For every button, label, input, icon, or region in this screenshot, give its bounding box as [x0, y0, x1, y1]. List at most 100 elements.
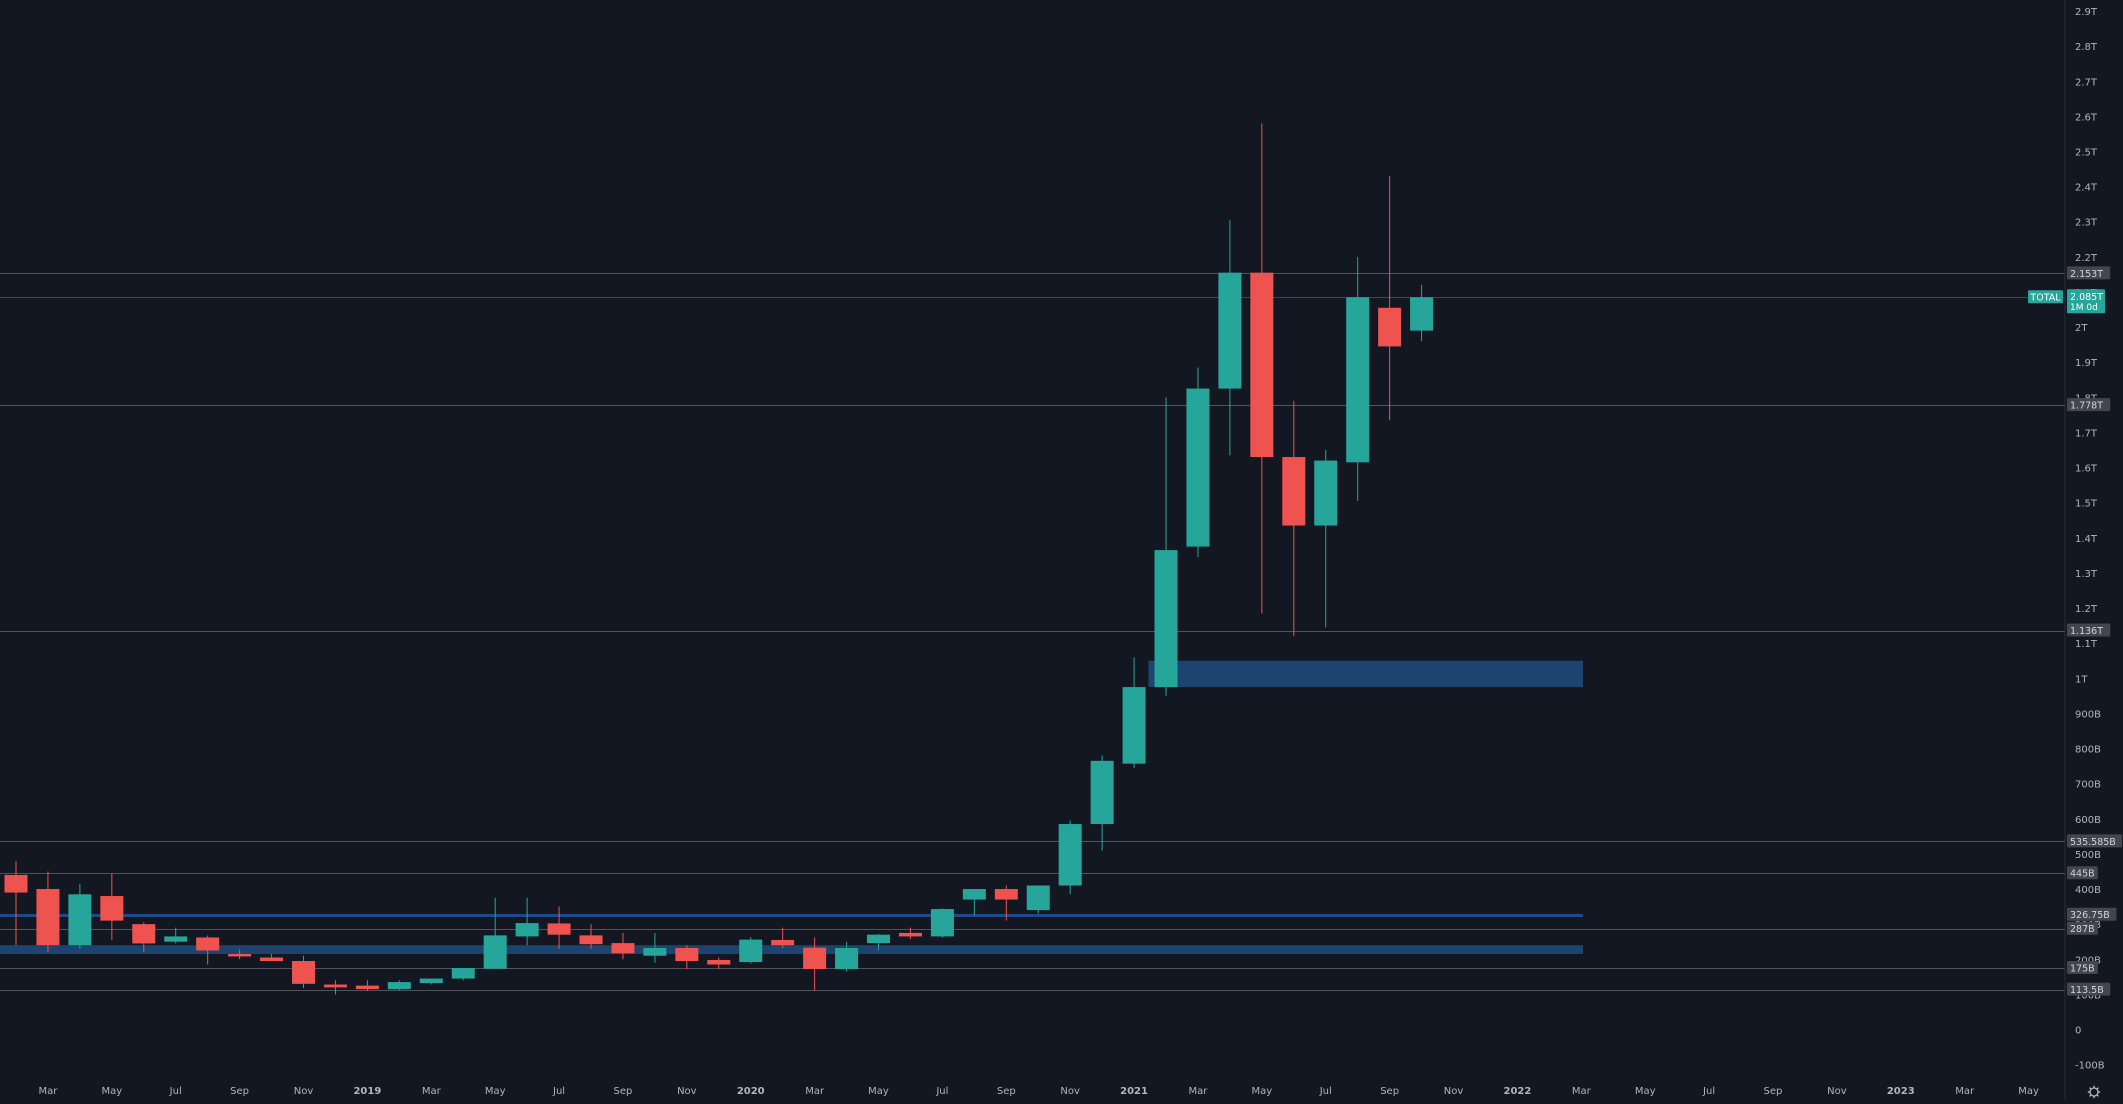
time-tick-label: May — [868, 1086, 889, 1097]
price-tick-label: 2.6T — [2075, 112, 2098, 123]
candle[interactable] — [164, 927, 188, 944]
price-tick-label: 2.7T — [2075, 77, 2098, 88]
price-tick-label: 1.3T — [2075, 569, 2098, 580]
candle[interactable] — [100, 873, 124, 940]
candle[interactable] — [771, 927, 795, 949]
time-tick-label: Jul — [935, 1086, 948, 1097]
candle[interactable] — [1122, 657, 1146, 768]
candle[interactable] — [1346, 256, 1370, 501]
candle[interactable] — [292, 955, 316, 989]
candle[interactable] — [1218, 219, 1242, 456]
candle[interactable] — [260, 953, 284, 962]
candle-body — [739, 939, 763, 963]
candle-body — [323, 984, 347, 988]
candle-body — [1378, 307, 1402, 347]
price-tick-label: 800B — [2075, 745, 2101, 756]
time-tick-label: May — [101, 1086, 122, 1097]
candle[interactable] — [739, 937, 763, 964]
time-tick-label: 2022 — [1503, 1086, 1531, 1097]
price-tick-label: 1.7T — [2075, 428, 2098, 439]
candle[interactable] — [4, 860, 28, 946]
level-badge-label: 175B — [2070, 964, 2095, 975]
time-tick-label: Mar — [39, 1086, 59, 1097]
level-badges: 2.153T 1.778T 1.136T 535.585B 445B 287B 175B 11… — [2028, 266, 2122, 996]
price-tick-label: 400B — [2075, 885, 2101, 896]
candle[interactable] — [323, 980, 347, 995]
candle[interactable] — [867, 933, 891, 951]
candle[interactable] — [930, 908, 954, 938]
time-axis[interactable]: Mar May Jul Sep Nov 2019 Mar May Jul Sep Nov 2020 Ma… — [39, 1086, 2039, 1097]
candle[interactable] — [643, 932, 667, 963]
series-tag[interactable]: TOTAL — [2028, 290, 2063, 304]
time-tick-label: 2021 — [1120, 1086, 1148, 1097]
price-tick-label: 1.1T — [2075, 639, 2098, 650]
candle[interactable] — [835, 941, 859, 972]
candle[interactable] — [387, 980, 411, 991]
level-badge-label: 445B — [2070, 869, 2095, 880]
candle[interactable] — [1378, 176, 1402, 421]
price-tick-label: 2T — [2075, 323, 2088, 334]
candle[interactable] — [355, 980, 379, 991]
candle[interactable] — [994, 885, 1018, 921]
candle[interactable] — [707, 957, 731, 970]
candle[interactable] — [451, 968, 475, 981]
price-tick-label: 1.2T — [2075, 604, 2098, 615]
candle[interactable] — [483, 897, 507, 969]
candle-body — [1250, 272, 1274, 458]
candle-body — [355, 985, 379, 990]
candle-body — [387, 982, 411, 990]
candle-body — [100, 896, 124, 921]
candle[interactable] — [1154, 397, 1178, 696]
candle[interactable] — [898, 927, 922, 939]
level-badge-label: 326.75B — [2070, 910, 2110, 921]
candle[interactable] — [803, 937, 827, 991]
candle[interactable] — [1282, 400, 1306, 637]
time-tick-label: Sep — [230, 1086, 249, 1097]
candle[interactable] — [611, 932, 635, 960]
level-badge: 445B — [2067, 866, 2098, 880]
price-tick-label: 700B — [2075, 780, 2101, 791]
time-tick-label: Nov — [677, 1086, 697, 1097]
candle[interactable] — [68, 883, 92, 949]
candle-body — [771, 939, 795, 946]
candle[interactable] — [1250, 123, 1274, 614]
candle[interactable] — [228, 949, 252, 960]
settings-icon[interactable] — [2087, 1085, 2101, 1099]
candle[interactable] — [132, 922, 156, 953]
candle-body — [228, 953, 252, 957]
candle[interactable] — [36, 871, 60, 953]
candle[interactable] — [196, 935, 220, 965]
candle[interactable] — [1058, 820, 1082, 895]
price-tick-label: 2.9T — [2075, 7, 2098, 18]
candle[interactable] — [547, 906, 571, 949]
candle[interactable] — [1186, 367, 1210, 558]
time-tick-label: Jul — [1702, 1086, 1715, 1097]
time-tick-label: Sep — [997, 1086, 1016, 1097]
candle[interactable] — [675, 945, 699, 970]
demand-zone[interactable] — [0, 945, 1583, 954]
candle[interactable] — [1314, 450, 1338, 628]
candle[interactable] — [515, 897, 539, 946]
level-badge-label: 535.585B — [2070, 837, 2116, 848]
demand-zone[interactable] — [1148, 660, 1583, 688]
candle[interactable] — [1410, 284, 1434, 342]
level-badge-label: 1.136T — [2070, 626, 2103, 637]
level-badge-label: 287B — [2070, 924, 2095, 935]
candle[interactable] — [579, 924, 603, 949]
time-tick-label: Sep — [1764, 1086, 1783, 1097]
candle-body — [419, 978, 443, 984]
horizontal-levels — [0, 273, 2065, 991]
candle-body — [1282, 457, 1306, 526]
candle[interactable] — [419, 978, 443, 985]
candle-body — [962, 889, 986, 900]
candle[interactable] — [962, 889, 986, 916]
candle[interactable] — [1090, 755, 1114, 851]
candle-body — [994, 889, 1018, 900]
candle[interactable] — [1026, 885, 1050, 914]
candle-body — [164, 936, 188, 942]
level-badge-label: 113.5B — [2070, 985, 2104, 996]
level-badge-label: 1.778T — [2070, 401, 2103, 412]
